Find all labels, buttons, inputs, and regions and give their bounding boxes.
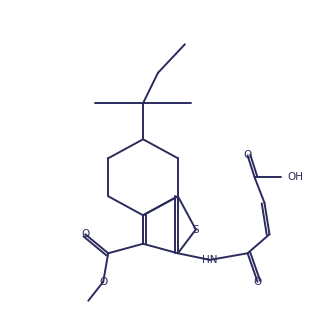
Text: O: O [81, 229, 90, 239]
Text: OH: OH [287, 172, 303, 182]
Text: O: O [243, 150, 252, 161]
Text: S: S [193, 225, 199, 234]
Text: HN: HN [202, 255, 217, 265]
Text: O: O [253, 277, 262, 287]
Text: O: O [99, 277, 107, 287]
